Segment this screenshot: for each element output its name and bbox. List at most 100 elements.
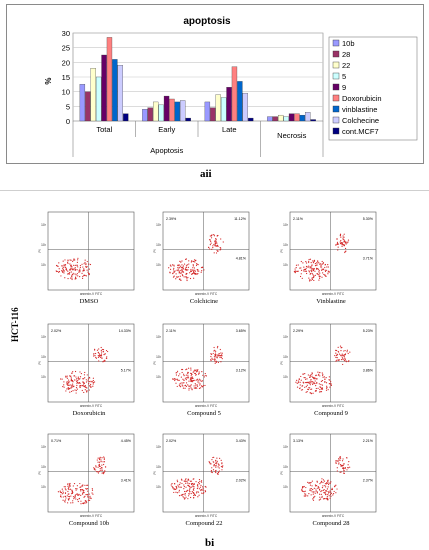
event-dot: [310, 382, 312, 384]
event-dot: [214, 360, 216, 362]
event-dot: [328, 482, 330, 484]
event-dot: [74, 268, 77, 270]
event-dot: [213, 235, 216, 237]
event-dot: [309, 258, 312, 260]
event-dot: [89, 499, 91, 502]
event-dot: [72, 381, 74, 383]
event-dot: [313, 376, 315, 379]
event-dot: [339, 241, 341, 243]
event-dot: [82, 491, 84, 493]
event-dot: [176, 488, 178, 490]
event-dot: [77, 500, 79, 503]
flow-plot-frame: [162, 433, 250, 513]
event-dot: [200, 488, 202, 491]
event-dot: [341, 356, 343, 358]
event-dot: [215, 471, 217, 474]
event-dot: [308, 381, 310, 383]
bar-9-1: [163, 95, 170, 122]
event-dot: [74, 273, 76, 275]
event-dot: [194, 261, 196, 263]
event-dot: [295, 270, 297, 272]
event-dot: [67, 261, 69, 263]
event-dot: [97, 472, 100, 474]
event-dot: [86, 374, 88, 376]
event-dot: [197, 369, 199, 371]
legend-swatch-vinblastine: [332, 105, 340, 113]
event-dot: [215, 466, 217, 468]
event-dot: [343, 354, 345, 356]
event-dot: [308, 261, 310, 264]
event-dot: [176, 492, 179, 494]
event-dot: [70, 390, 73, 393]
event-dot: [342, 458, 344, 460]
event-dot: [217, 472, 219, 474]
flow-panel: 10³ 10² 10¹ 3.13% 2.21% 2.37% annexin-V FITC PI…: [276, 428, 386, 527]
event-dot: [192, 380, 194, 383]
event-dot: [72, 485, 74, 487]
flow-axis-tick: 10¹: [41, 263, 47, 267]
event-dot: [303, 270, 305, 272]
event-dot: [70, 264, 72, 266]
event-dot: [195, 264, 198, 267]
event-dot: [178, 264, 180, 266]
event-dot: [62, 267, 64, 270]
event-dot: [64, 499, 67, 501]
event-dot: [190, 483, 193, 485]
event-dot: [315, 374, 317, 377]
flow-plot-frame: [289, 323, 377, 403]
event-dot: [215, 355, 217, 357]
quadrant-upper-left: 2.39%: [166, 217, 177, 221]
event-dot: [68, 495, 70, 498]
event-dot: [331, 487, 333, 489]
event-dot: [217, 345, 219, 348]
event-dot: [186, 489, 189, 491]
event-dot: [78, 497, 80, 500]
bar-5-2: [220, 97, 227, 122]
event-dot: [193, 267, 196, 269]
event-dot: [338, 463, 340, 465]
event-dot: [196, 370, 198, 372]
event-dot: [325, 382, 328, 384]
event-dot: [72, 371, 74, 373]
event-dot: [82, 378, 84, 380]
event-dot: [330, 383, 332, 385]
event-dot: [62, 270, 64, 272]
event-dot: [221, 462, 223, 464]
event-dot: [178, 495, 181, 497]
flow-axis-tick: 10¹: [156, 485, 162, 489]
event-dot: [87, 496, 89, 498]
flow-x-axis-label: annexin-V FITC: [195, 514, 218, 518]
event-dot: [180, 261, 182, 263]
event-dot: [191, 380, 194, 382]
event-dot: [342, 463, 345, 465]
event-dot: [91, 492, 93, 494]
event-dot: [308, 258, 310, 261]
event-dot: [90, 497, 92, 499]
quadrant-upper-right: 3.65%: [236, 329, 247, 333]
event-dot: [73, 258, 75, 260]
event-dot: [194, 379, 196, 382]
event-dot: [57, 491, 60, 493]
event-dot: [88, 493, 90, 495]
event-dot: [316, 480, 318, 482]
event-dot: [195, 386, 197, 388]
event-dot: [324, 381, 326, 383]
event-dot: [189, 480, 192, 482]
event-dot: [321, 495, 323, 497]
event-dot: [339, 471, 341, 473]
event-dot: [304, 377, 306, 379]
event-dot: [306, 265, 308, 268]
event-dot: [99, 467, 101, 470]
event-dot: [315, 387, 317, 390]
event-dot: [335, 352, 337, 354]
event-dot: [311, 266, 313, 268]
legend-swatch-9: [332, 83, 340, 91]
event-dot: [296, 379, 298, 381]
event-dot: [175, 491, 177, 493]
flow-panel-caption: Vinblastine: [316, 298, 346, 305]
event-dot: [84, 386, 87, 388]
event-dot: [62, 490, 64, 492]
event-dot: [216, 460, 218, 462]
event-dot: [201, 371, 203, 373]
event-dot: [177, 486, 180, 488]
